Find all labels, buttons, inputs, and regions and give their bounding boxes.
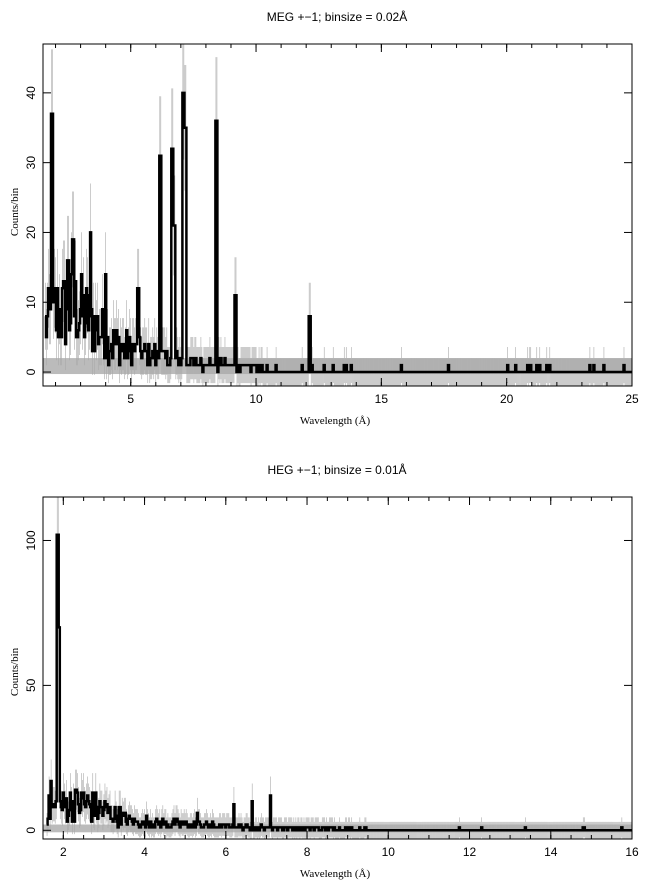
heg-x-tick-label: 16: [625, 845, 639, 859]
meg-x-tick-label: 5: [127, 392, 134, 406]
heg-x-tick-label: 12: [463, 845, 477, 859]
heg-y-tick-label: 0: [24, 827, 38, 834]
heg-x-tick-label: 10: [382, 845, 396, 859]
heg-x-tick-label: 2: [60, 845, 67, 859]
meg-y-tick-label: 40: [24, 86, 38, 100]
heg-y-tick-label: 100: [24, 530, 38, 550]
meg-plot-frame: [42, 43, 633, 387]
heg-spectrum-chart: HEG +−1; binsize = 0.01Å Counts/bin Wave…: [9, 462, 639, 880]
heg-x-tick-label: 14: [544, 845, 558, 859]
meg-data-series: [44, 91, 633, 374]
meg-y-axis-label: Counts/bin: [9, 187, 21, 236]
heg-axis-ticks: 2 4 6 8 10 12 14 16 0 50 100: [24, 497, 639, 859]
meg-y-tick-label: 10: [24, 295, 38, 309]
meg-error-bars: [45, 44, 633, 386]
heg-chart-title: HEG +−1; binsize = 0.01Å: [267, 462, 406, 477]
meg-y-tick-label: 0: [24, 368, 38, 375]
meg-y-tick-label: 20: [24, 225, 38, 239]
heg-y-tick-label: 50: [24, 678, 38, 692]
heg-data-marks: [43, 497, 632, 839]
heg-x-tick-label: 4: [141, 845, 148, 859]
meg-x-tick-label: 25: [625, 392, 639, 406]
meg-x-tick-label: 20: [500, 392, 514, 406]
meg-x-tick-label: 10: [249, 392, 263, 406]
meg-chart-title: MEG +−1; binsize = 0.02Å: [267, 9, 407, 24]
heg-y-axis-label: Counts/bin: [9, 647, 21, 696]
heg-error-bars: [46, 497, 632, 839]
meg-spectrum-chart: MEG +−1; binsize = 0.02Å Counts/bin Wave…: [9, 9, 639, 427]
heg-x-axis-label: Wavelength (Å): [300, 868, 371, 880]
heg-x-tick-label: 6: [222, 845, 229, 859]
meg-x-axis-label: Wavelength (Å): [300, 415, 371, 427]
heg-data-series: [46, 533, 632, 832]
meg-y-tick-label: 30: [24, 156, 38, 170]
meg-x-tick-label: 15: [375, 392, 389, 406]
meg-axis-ticks: 5 10 15 20 25 0 10 20 30 40: [24, 44, 639, 406]
meg-data-marks: [43, 44, 633, 386]
heg-plot-frame: [42, 496, 633, 840]
heg-x-tick-label: 8: [304, 845, 311, 859]
